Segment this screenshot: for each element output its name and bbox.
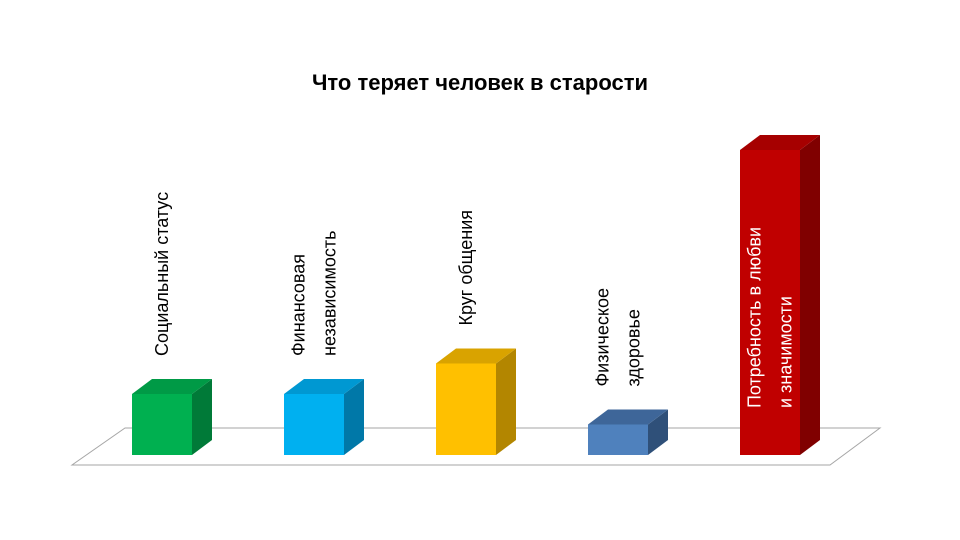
category-label: Финансовая	[289, 254, 309, 356]
bar-top-face	[740, 135, 820, 150]
category-label: независимость	[320, 231, 340, 357]
bar-side-face	[648, 409, 668, 455]
bar-4	[588, 409, 668, 455]
bar-top-face	[132, 379, 212, 394]
bar-3	[436, 348, 516, 455]
bars-group: Социальный статус Финансовая независимость…	[132, 135, 820, 455]
bar-side-face	[192, 379, 212, 455]
bar-2	[284, 379, 364, 455]
category-label: Социальный статус	[152, 192, 172, 356]
bar-front-face	[284, 394, 344, 455]
category-label: и значимости	[776, 296, 796, 408]
bar-front-face	[740, 150, 800, 455]
bar-side-face	[496, 348, 516, 455]
bar-top-face	[588, 409, 668, 425]
bar-top-face	[436, 348, 516, 364]
category-label: Круг общения	[456, 210, 476, 326]
category-label: Физическое	[593, 288, 613, 387]
bar-front-face	[436, 363, 496, 455]
bar-1	[132, 379, 212, 455]
bar-top-face	[284, 379, 364, 394]
chart-title: Что теряет человек в старости	[311, 70, 649, 95]
bar-side-face	[800, 135, 820, 455]
bar-5	[740, 135, 820, 455]
bar-front-face	[132, 394, 192, 455]
category-label: здоровье	[624, 309, 644, 386]
bar-side-face	[344, 379, 364, 455]
category-label: Потребность в любви	[745, 227, 765, 408]
bar-front-face	[588, 424, 648, 455]
